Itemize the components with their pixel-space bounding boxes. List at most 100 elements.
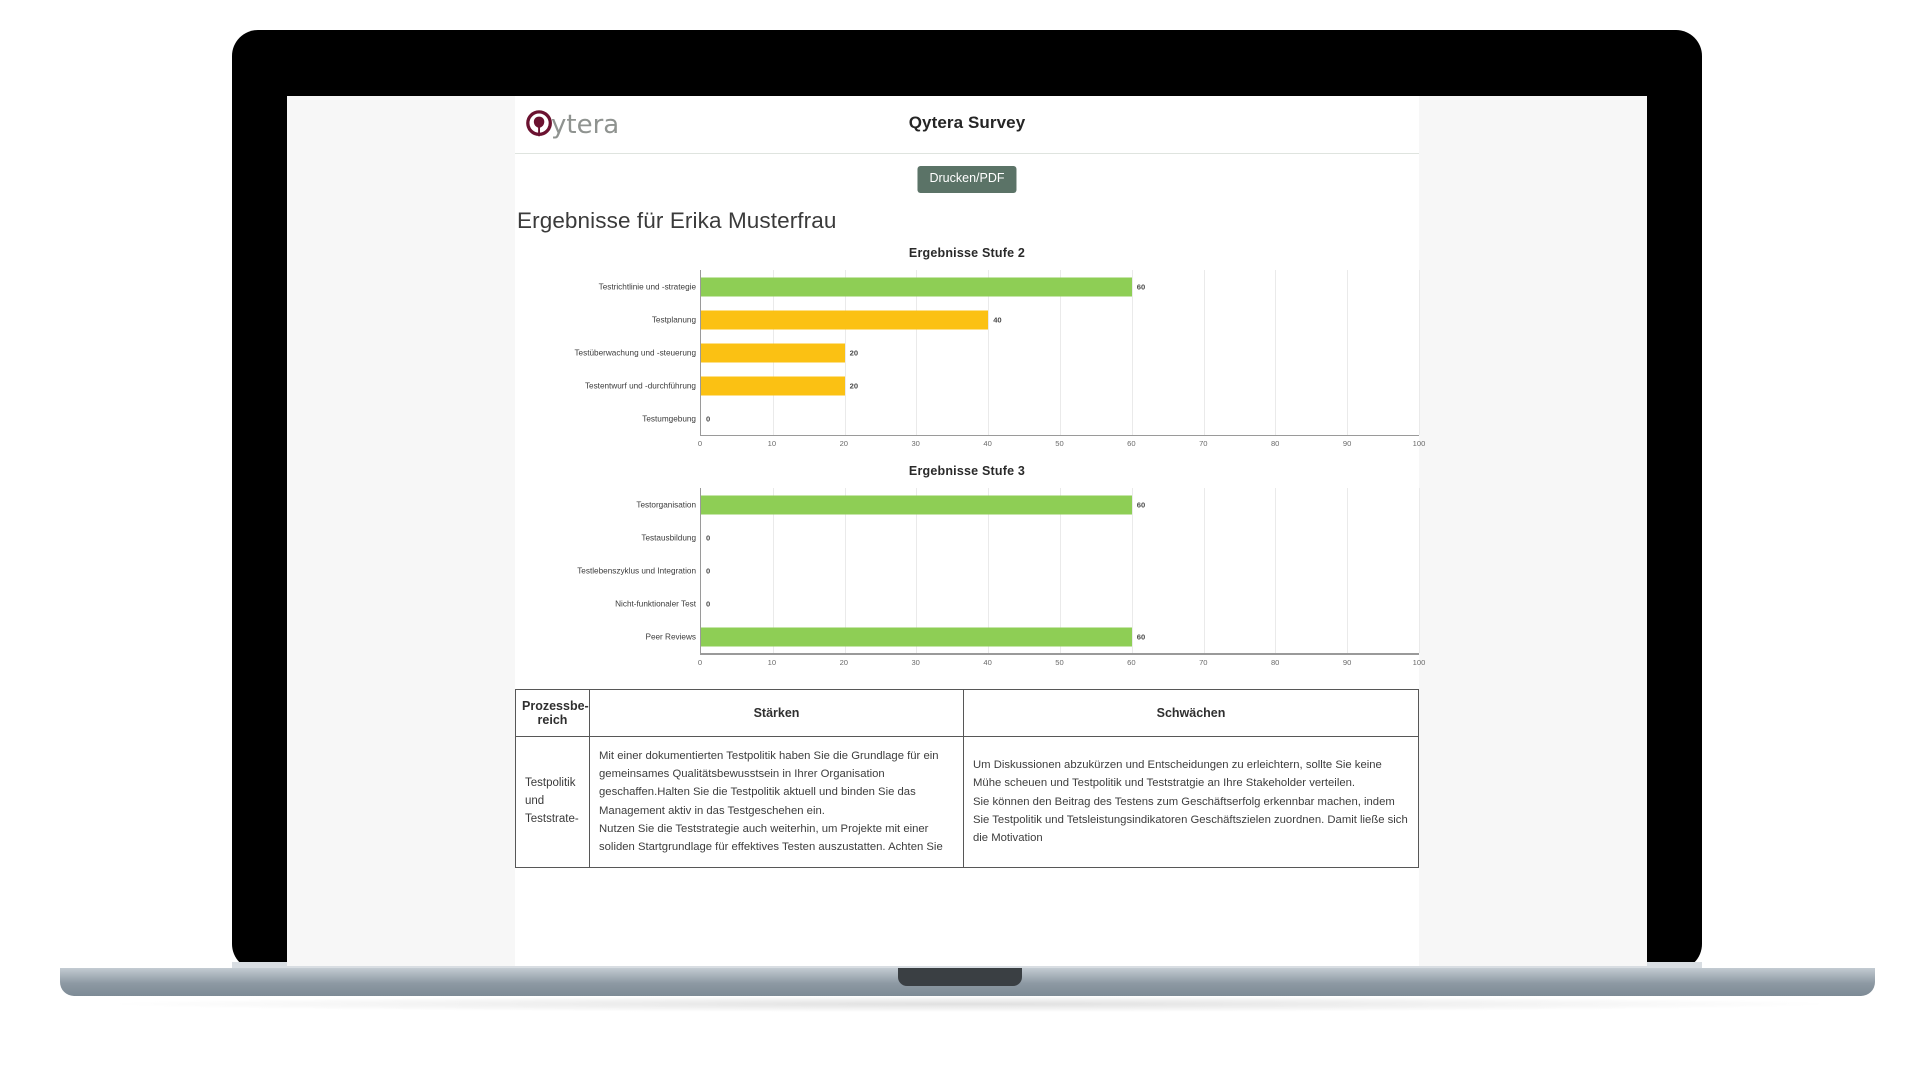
- cell-process-area: Testpolitik und Teststrate-: [515, 735, 590, 868]
- grid-line: [1275, 270, 1277, 435]
- x-tick-label: 30: [911, 657, 920, 667]
- x-tick-label: 100: [1412, 657, 1426, 667]
- x-axis-ticks: 0 10 20 30 40 50 60 70 80 90 100: [697, 436, 1425, 452]
- x-tick-label: 0: [697, 439, 703, 449]
- page-title: Qytera Survey: [908, 113, 1026, 132]
- category-label: Nicht-funktionaler Test: [615, 599, 696, 609]
- bar-value-label: 0: [706, 414, 711, 423]
- web-page: ytera Qytera Survey Drucken/PDF Ergebnis…: [287, 96, 1647, 966]
- category-axis: Testrichtlinie und -strategie Testplanung…: [515, 270, 700, 435]
- x-tick-label: 50: [1055, 657, 1064, 667]
- bar: [701, 627, 1132, 647]
- paragraph: Mit einer dokumentierten Testpolitik hab…: [599, 749, 939, 817]
- cell-weaknesses: Um Diskussionen abzukürzen und Entscheid…: [963, 735, 1419, 868]
- table-header-process: Prozessbe- reich: [515, 688, 590, 737]
- grid-line: [1060, 270, 1061, 435]
- grid-line: [988, 488, 990, 654]
- chart-title: Ergebnisse Stufe 2: [908, 246, 1026, 260]
- grid-line: [916, 488, 918, 654]
- category-label: Peer Reviews: [645, 632, 696, 642]
- x-tick-label: 100: [1412, 439, 1426, 449]
- category-label: Testüberwachung und -steuerung: [574, 348, 696, 357]
- results-heading: Ergebnisse für Erika Musterfrau: [517, 208, 837, 233]
- x-tick-label: 80: [1270, 439, 1280, 449]
- bar: [701, 495, 1132, 515]
- x-tick-label: 30: [911, 439, 920, 449]
- x-tick-label: 10: [767, 657, 777, 667]
- x-axis-line: [700, 435, 1419, 437]
- x-tick-label: 60: [1127, 657, 1136, 667]
- table-header-strengths: Stärken: [589, 688, 964, 737]
- bar-value-label: 0: [706, 599, 711, 609]
- laptop-screen: ytera Qytera Survey Drucken/PDF Ergebnis…: [287, 96, 1647, 966]
- brand-logo-wordmark: ytera: [551, 110, 620, 140]
- table-body: Testpolitik und Teststrate- Mit einer dok…: [515, 735, 1419, 868]
- charts-container: Ergebnisse Stufe 2 Testrichtlinie und -st…: [515, 246, 1425, 671]
- category-label: Testumgebung: [642, 414, 696, 423]
- results-table: Prozessbe- reich Stärken Schwächen Testp…: [515, 688, 1419, 868]
- bar-value-label: 20: [849, 348, 859, 357]
- toolbar: Drucken/PDF: [515, 154, 1419, 200]
- grid-line: [772, 488, 774, 654]
- x-axis-line: [700, 653, 1419, 655]
- category-label: Testausbildung: [641, 533, 696, 543]
- grid-line: [1131, 270, 1133, 435]
- paragraph: Nutzen Sie die Teststrategie auch weiter…: [599, 822, 943, 854]
- category-label: Testrichtlinie und -strategie: [598, 282, 696, 291]
- bar-value-label: 20: [849, 381, 859, 390]
- plot-area: 60 40 20 20 0: [700, 270, 1420, 435]
- table-row: Testpolitik und Teststrate- Mit einer dok…: [515, 735, 1419, 868]
- grid-line: [988, 270, 990, 435]
- bar: [701, 310, 989, 329]
- x-tick-label: 40: [983, 439, 992, 449]
- x-tick-label: 10: [767, 439, 777, 449]
- x-tick-label: 20: [839, 657, 849, 667]
- category-label: Testorganisation: [636, 500, 696, 510]
- plot-area: 60 0 0 0 60: [700, 488, 1420, 654]
- brand-logo[interactable]: ytera: [525, 105, 619, 145]
- x-tick-label: 0: [697, 657, 703, 667]
- x-tick-label: 40: [983, 657, 992, 667]
- grid-line: [916, 270, 918, 435]
- x-tick-label: 90: [1342, 439, 1352, 449]
- bar-value-label: 40: [993, 315, 1002, 324]
- bar: [701, 376, 845, 395]
- category-label: Testentwurf und -durchführung: [584, 381, 696, 390]
- bar-value-label: 60: [1136, 632, 1146, 642]
- x-tick-label: 70: [1199, 439, 1208, 449]
- grid-line: [1419, 488, 1420, 654]
- category-label: Testlebenszyklus und Integration: [577, 566, 696, 576]
- chart-title: Ergebnisse Stufe 3: [908, 464, 1026, 479]
- x-tick-label: 70: [1199, 657, 1208, 667]
- plot-wrap: Testrichtlinie und -strategie Testplanung…: [515, 270, 1420, 435]
- x-axis-ticks: 0 10 20 30 40 50 60 70 80 90 100: [697, 655, 1425, 671]
- bar: [701, 277, 1132, 296]
- grid-line: [844, 270, 846, 435]
- bar-value-label: 60: [1136, 282, 1146, 291]
- table-header-weaknesses: Schwächen: [963, 688, 1419, 737]
- cell-strengths: Mit einer dokumentierten Testpolitik hab…: [589, 735, 964, 868]
- grid-line: [1131, 488, 1133, 654]
- document-container: ytera Qytera Survey Drucken/PDF Ergebnis…: [515, 96, 1425, 966]
- laptop-trackpad-notch: [898, 968, 1022, 986]
- x-tick-label: 90: [1342, 657, 1352, 667]
- paragraph: Um Diskussionen abzukürzen und Entscheid…: [973, 758, 1382, 790]
- bar-value-label: 60: [1136, 500, 1146, 510]
- laptop-shadow: [120, 996, 1820, 1012]
- print-pdf-button[interactable]: Drucken/PDF: [917, 166, 1017, 193]
- grid-line: [1419, 270, 1420, 435]
- grid-line: [1347, 488, 1349, 654]
- category-label: Testplanung: [651, 315, 696, 324]
- grid-line: [1203, 488, 1205, 654]
- table-header-process-line2: reich: [537, 712, 568, 727]
- grid-line: [844, 488, 846, 654]
- page-header: ytera Qytera Survey: [515, 96, 1419, 154]
- x-tick-label: 50: [1055, 439, 1064, 449]
- category-axis: Testorganisation Testausbildung Testlebens…: [515, 488, 700, 653]
- laptop-base-top: [232, 962, 1702, 972]
- grid-line: [1203, 270, 1205, 435]
- bar-value-label: 0: [706, 566, 711, 576]
- grid-line: [1275, 488, 1277, 654]
- x-tick-label: 60: [1127, 439, 1136, 449]
